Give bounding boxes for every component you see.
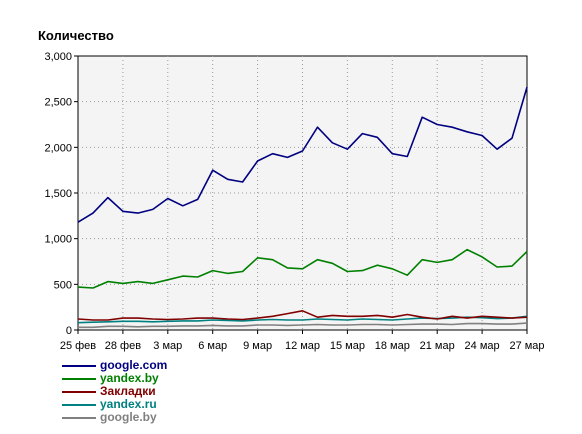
legend-label: yandex.by [100, 371, 159, 385]
legend-swatch [62, 377, 96, 380]
y-tick-label: 1,500 [44, 188, 72, 200]
legend: google.com yandex.by Закладки yandex.ru goog… [62, 359, 167, 424]
y-axis-ticks: 0 500 1,000 1,500 2,000 2,500 3,000 [44, 51, 78, 337]
x-tick-label: 3 мар [153, 340, 182, 352]
series-line-google.com [77, 86, 528, 223]
grid-lines [78, 56, 527, 330]
series-line-Закладки [77, 309, 528, 321]
y-tick-label: 1,000 [44, 234, 72, 246]
legend-label: Закладки [100, 384, 156, 398]
y-tick-label: 2,000 [44, 142, 72, 154]
x-tick-label: 18 мар [375, 340, 410, 352]
x-tick-label: 27 мар [509, 340, 544, 352]
legend-item: yandex.by [62, 372, 167, 385]
legend-swatch [62, 390, 96, 393]
legend-label: google.com [100, 358, 168, 372]
legend-item: google.com [62, 359, 167, 372]
x-tick-label: 6 мар [198, 340, 227, 352]
x-tick-label: 25 фев [60, 340, 96, 352]
legend-swatch [62, 416, 96, 419]
x-tick-label: 15 мар [330, 340, 365, 352]
x-tick-label: 21 мар [420, 340, 455, 352]
legend-label: google.by [100, 410, 157, 424]
x-tick-label: 12 мар [285, 340, 320, 352]
y-tick-label: 2,500 [44, 97, 72, 109]
series-line-yandex.by [77, 248, 528, 289]
y-tick-label: 0 [66, 325, 72, 337]
legend-label: yandex.ru [100, 397, 157, 411]
x-tick-label: 28 фев [105, 340, 141, 352]
legend-item: Закладки [62, 385, 167, 398]
legend-swatch [62, 364, 96, 367]
x-tick-label: 24 мар [465, 340, 500, 352]
y-axis-title: Количество [38, 28, 114, 43]
legend-item: google.by [62, 411, 167, 424]
series-line-yandex.ru [77, 315, 528, 324]
series-line-google.by [78, 322, 528, 329]
legend-item: yandex.ru [62, 398, 167, 411]
series-lines [77, 86, 528, 329]
legend-swatch [62, 403, 96, 406]
x-axis-ticks: 25 фев 28 фев 3 мар 6 мар 9 мар 12 мар 15 мар 1… [60, 330, 545, 352]
y-tick-label: 3,000 [44, 51, 72, 63]
y-tick-label: 500 [54, 279, 72, 291]
x-tick-label: 9 мар [243, 340, 272, 352]
